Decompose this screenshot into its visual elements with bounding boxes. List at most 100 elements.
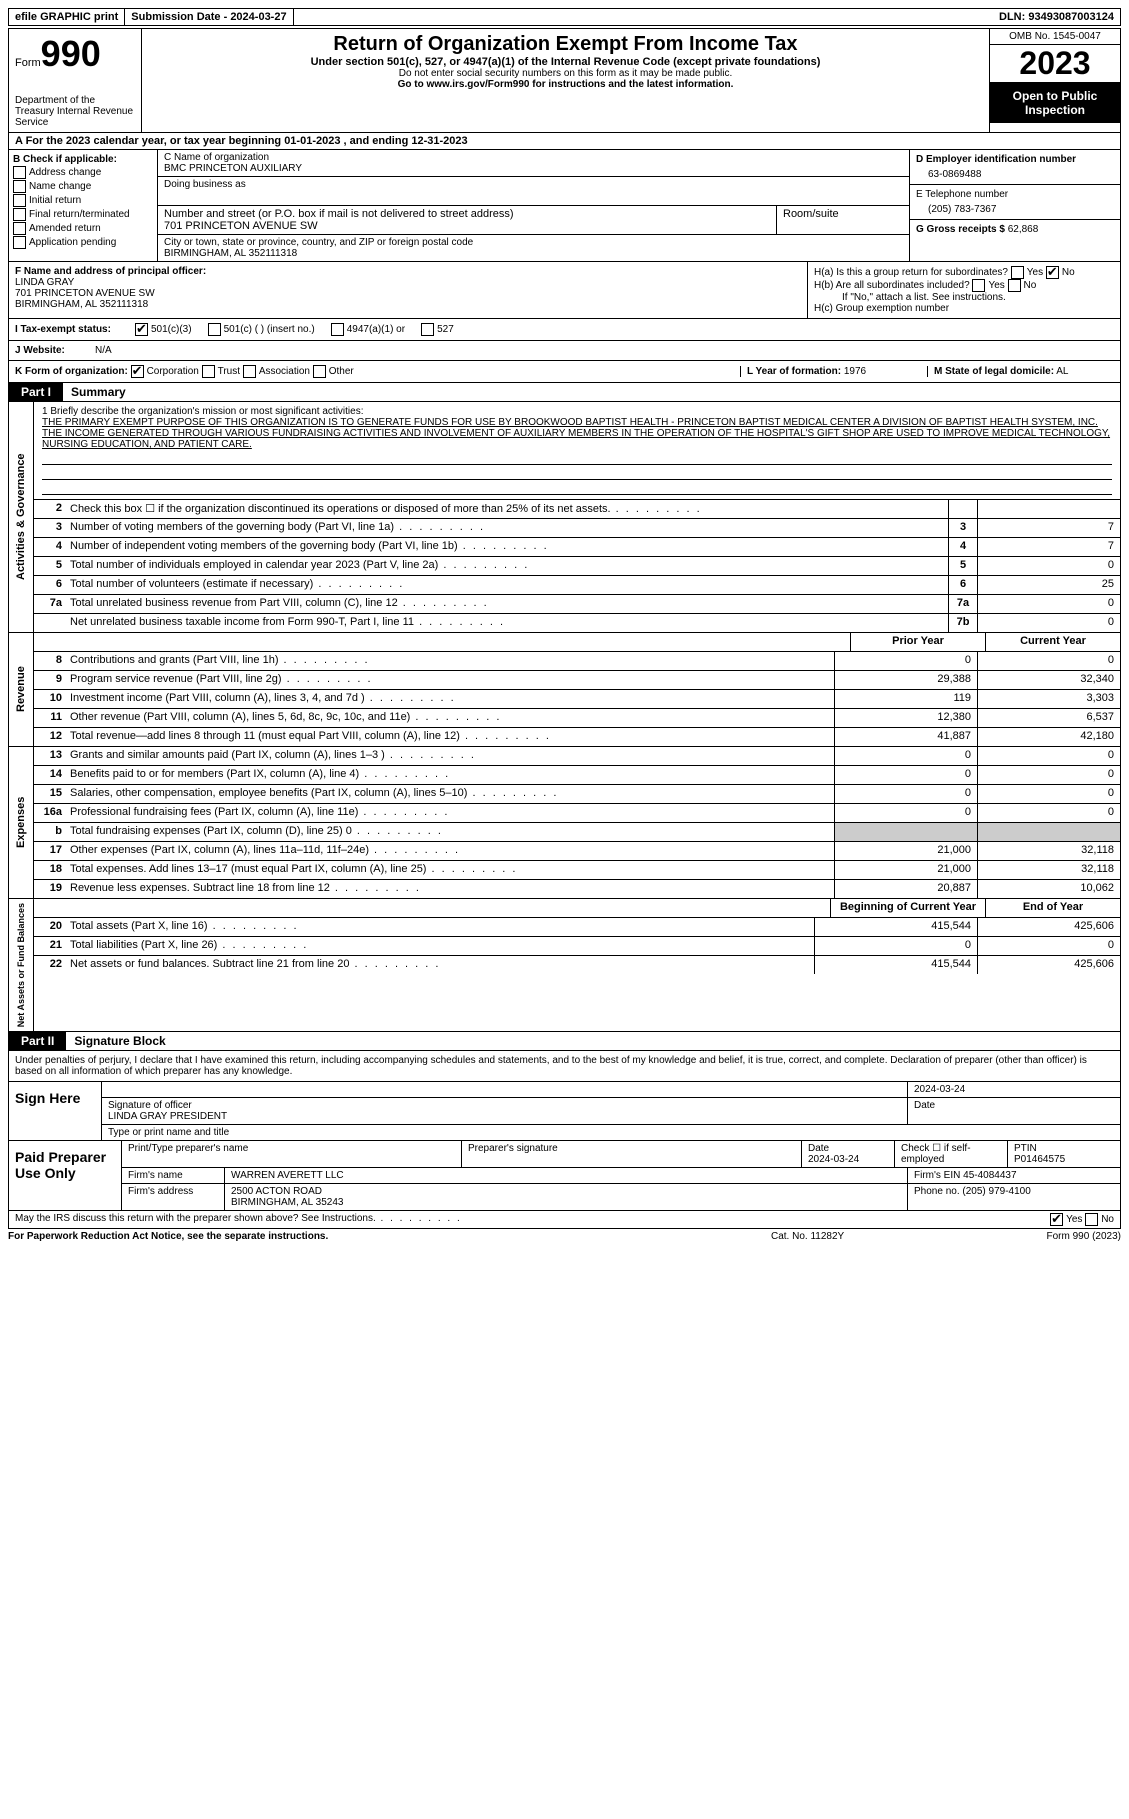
prep-sig-label: Preparer's signature	[462, 1141, 802, 1167]
discuss-no[interactable]	[1085, 1213, 1098, 1226]
chk-assoc[interactable]	[243, 365, 256, 378]
col-header-row: Prior Year Current Year	[34, 633, 1120, 652]
goto-link[interactable]: Go to www.irs.gov/Form990 for instructio…	[148, 79, 983, 90]
form-number: Form990	[15, 33, 135, 75]
chk-address-change[interactable]: Address change	[13, 166, 153, 179]
hb: H(b) Are all subordinates included? Yes …	[814, 279, 1114, 292]
firm-name: WARREN AVERETT LLC	[225, 1168, 908, 1183]
kform-row: K Form of organization: Corporation Trus…	[8, 361, 1121, 383]
city-label: City or town, state or province, country…	[164, 237, 903, 248]
submission-date: Submission Date - 2024-03-27	[125, 9, 293, 25]
ha: H(a) Is this a group return for subordin…	[814, 266, 1114, 279]
ssn-warning: Do not enter social security numbers on …	[148, 68, 983, 79]
ha-yes[interactable]	[1011, 266, 1024, 279]
cat-no: Cat. No. 11282Y	[771, 1231, 971, 1242]
table-row: 14Benefits paid to or for members (Part …	[34, 766, 1120, 785]
section-c: C Name of organization BMC PRINCETON AUX…	[158, 150, 910, 261]
street-label: Number and street (or P.O. box if mail i…	[164, 208, 770, 220]
chk-final-return[interactable]: Final return/terminated	[13, 208, 153, 221]
table-row: bTotal fundraising expenses (Part IX, co…	[34, 823, 1120, 842]
tax-status-row: I Tax-exempt status: 501(c)(3) 501(c) ( …	[8, 319, 1121, 341]
return-title: Return of Organization Exempt From Incom…	[148, 33, 983, 56]
ptin-value: P01464575	[1014, 1154, 1065, 1165]
table-row: 17Other expenses (Part IX, column (A), l…	[34, 842, 1120, 861]
b-title: B Check if applicable:	[13, 154, 153, 165]
mission-block: 1 Briefly describe the organization's mi…	[34, 402, 1120, 500]
chk-corp[interactable]	[131, 365, 144, 378]
table-row: 15Salaries, other compensation, employee…	[34, 785, 1120, 804]
form-num: 990	[41, 33, 101, 74]
chk-527[interactable]	[421, 323, 434, 336]
firm-ein-label: Firm's EIN	[914, 1170, 960, 1181]
discuss-yes[interactable]	[1050, 1213, 1063, 1226]
section-b: B Check if applicable: Address change Na…	[9, 150, 158, 261]
chk-initial-return[interactable]: Initial return	[13, 194, 153, 207]
return-subtitle: Under section 501(c), 527, or 4947(a)(1)…	[148, 56, 983, 68]
discuss-row: May the IRS discuss this return with the…	[8, 1211, 1121, 1229]
chk-trust[interactable]	[202, 365, 215, 378]
part2-header: Part II Signature Block	[8, 1032, 1121, 1051]
table-row: 19Revenue less expenses. Subtract line 1…	[34, 880, 1120, 898]
section-bcd: B Check if applicable: Address change Na…	[8, 150, 1121, 262]
chk-amended[interactable]: Amended return	[13, 222, 153, 235]
eoy-header: End of Year	[985, 899, 1120, 917]
chk-4947[interactable]	[331, 323, 344, 336]
officer-street: 701 PRINCETON AVENUE SW	[15, 288, 801, 299]
chk-501c[interactable]	[208, 323, 221, 336]
m-value: AL	[1056, 366, 1068, 377]
org-name: BMC PRINCETON AUXILIARY	[164, 163, 903, 174]
ein-value: 63-0869488	[916, 165, 1114, 180]
paperwork-notice: For Paperwork Reduction Act Notice, see …	[8, 1231, 771, 1242]
table-row: 22Net assets or fund balances. Subtract …	[34, 956, 1120, 974]
open-inspection: Open to Public Inspection	[990, 83, 1120, 123]
hb-yes[interactable]	[972, 279, 985, 292]
chk-name-change[interactable]: Name change	[13, 180, 153, 193]
blank-line-2	[42, 465, 1112, 480]
section-deg: D Employer identification number 63-0869…	[910, 150, 1120, 261]
preparer-block: Paid Preparer Use Only Print/Type prepar…	[8, 1141, 1121, 1211]
rev-section: Revenue Prior Year Current Year 8Contrib…	[8, 633, 1121, 747]
table-row: 21Total liabilities (Part X, line 26)00	[34, 937, 1120, 956]
table-row: 20Total assets (Part X, line 16)415,5444…	[34, 918, 1120, 937]
prior-year-header: Prior Year	[850, 633, 985, 651]
table-row: 12Total revenue—add lines 8 through 11 (…	[34, 728, 1120, 746]
table-row: 9Program service revenue (Part VIII, lin…	[34, 671, 1120, 690]
firm-phone-label: Phone no.	[914, 1186, 960, 1197]
table-row: 11Other revenue (Part VIII, column (A), …	[34, 709, 1120, 728]
table-row: Net unrelated business taxable income fr…	[34, 614, 1120, 632]
officer-city: BIRMINGHAM, AL 352111318	[15, 299, 801, 310]
chk-other[interactable]	[313, 365, 326, 378]
blank-line-1	[42, 450, 1112, 465]
self-emp-chk[interactable]: Check ☐ if self-employed	[895, 1141, 1008, 1167]
chk-pending[interactable]: Application pending	[13, 236, 153, 249]
prep-date-label: Date	[808, 1143, 829, 1154]
ha-no[interactable]	[1046, 266, 1059, 279]
form-label: Form	[15, 57, 41, 69]
street: 701 PRINCETON AVENUE SW	[164, 220, 770, 232]
table-row: 5Total number of individuals employed in…	[34, 557, 1120, 576]
j-label: J Website:	[15, 345, 95, 356]
firm-phone: (205) 979-4100	[962, 1186, 1030, 1197]
prep-name-label: Print/Type preparer's name	[122, 1141, 462, 1167]
website-value: N/A	[95, 345, 112, 356]
na-header-row: Beginning of Current Year End of Year	[34, 899, 1120, 918]
footer: For Paperwork Reduction Act Notice, see …	[8, 1229, 1121, 1244]
part1-title: Summary	[63, 383, 134, 401]
hb2: If "No," attach a list. See instructions…	[814, 292, 1114, 303]
boy-header: Beginning of Current Year	[830, 899, 985, 917]
l-label: L Year of formation:	[747, 366, 841, 377]
gross-value: 62,868	[1008, 224, 1039, 235]
sign-block: Sign Here 2024-03-24 Signature of office…	[8, 1082, 1121, 1141]
phone-label: E Telephone number	[916, 189, 1114, 200]
k-label: K Form of organization:	[15, 366, 128, 377]
hc: H(c) Group exemption number	[814, 303, 1114, 314]
table-row: 8Contributions and grants (Part VIII, li…	[34, 652, 1120, 671]
hb-no[interactable]	[1008, 279, 1021, 292]
date-label: Date	[908, 1098, 1120, 1124]
form-ref: Form 990 (2023)	[971, 1231, 1121, 1242]
chk-501c3[interactable]	[135, 323, 148, 336]
part2-title: Signature Block	[66, 1032, 173, 1050]
table-row: 3Number of voting members of the governi…	[34, 519, 1120, 538]
table-row: 7aTotal unrelated business revenue from …	[34, 595, 1120, 614]
omb-number: OMB No. 1545-0047	[990, 29, 1120, 45]
